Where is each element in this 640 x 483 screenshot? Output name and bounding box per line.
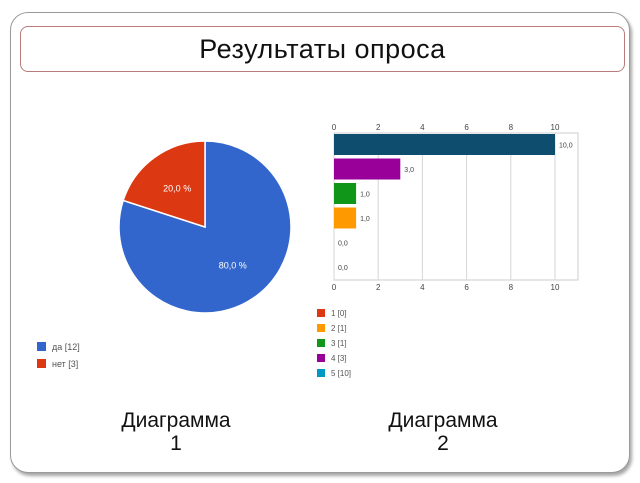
caption-diagram-2: Диаграмма 2 xyxy=(343,409,543,455)
slide-frame xyxy=(10,12,630,473)
caption-2-line-2: 2 xyxy=(437,432,449,455)
caption-1-line-2: 1 xyxy=(170,432,182,455)
caption-1-line-1: Диаграмма xyxy=(121,409,231,432)
caption-2-line-1: Диаграмма xyxy=(388,409,498,432)
slide-title-text: Результаты опроса xyxy=(199,33,446,64)
caption-diagram-1: Диаграмма 1 xyxy=(76,409,276,455)
slide-title: Результаты опроса xyxy=(20,26,625,72)
